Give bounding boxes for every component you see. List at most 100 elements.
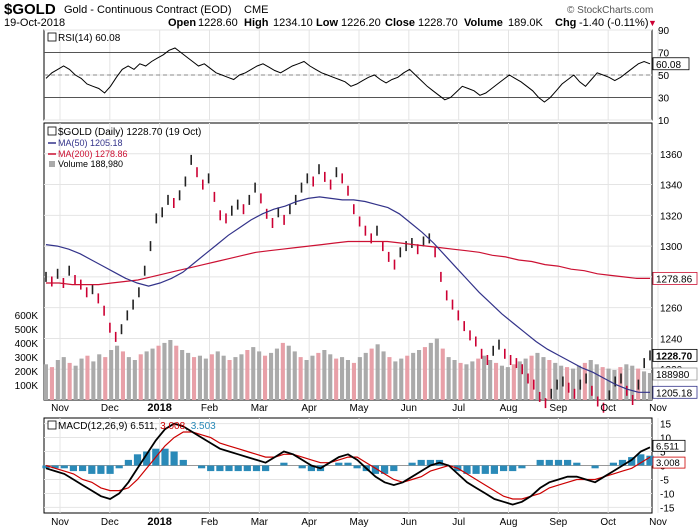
volume-bar — [97, 354, 102, 400]
macd-histogram-bar — [472, 465, 480, 474]
volume-bar — [588, 360, 593, 400]
symbol-title: $GOLD — [4, 1, 56, 18]
series-lines — [42, 47, 654, 506]
volume-bar — [263, 355, 268, 400]
open-value: 1228.60 — [198, 17, 238, 29]
volume-tick-label: 100K — [15, 381, 39, 392]
x-tick-label: Sep — [549, 517, 567, 528]
volume-bar — [452, 360, 457, 400]
volume-bar — [647, 373, 652, 400]
volume-bar — [393, 361, 398, 400]
volume-bar — [215, 351, 220, 400]
macd-histogram-bar — [79, 465, 87, 472]
rsi-tick-label: 90 — [658, 26, 670, 37]
macd-histogram-bar — [243, 465, 251, 472]
volume-tick-label: 400K — [15, 339, 39, 350]
volume-bar — [630, 365, 635, 400]
price-legend: $GOLD (Daily) 1228.70 (19 Oct) — [58, 127, 201, 138]
macd-histogram-bar — [628, 457, 636, 466]
rsi-tick-label: 50 — [658, 71, 670, 82]
ma200-last-value-box — [652, 272, 698, 285]
x-tick-label: Nov — [51, 517, 69, 528]
volume-bar — [529, 355, 534, 400]
low-label: Low — [316, 17, 338, 29]
change-label: Chg — [555, 17, 576, 29]
volume-bar — [61, 357, 66, 400]
volume-bar — [233, 357, 238, 400]
volume-bar — [79, 358, 84, 400]
x-tick-label: Oct — [600, 403, 616, 414]
volume-tick-label: 200K — [15, 367, 39, 378]
macd-histogram-bar — [353, 465, 361, 469]
volume-bar — [126, 357, 131, 400]
x-tick-label: Feb — [201, 517, 219, 528]
volume-bar — [422, 347, 427, 400]
open-label: Open — [168, 17, 196, 29]
volume-bar — [322, 350, 327, 400]
volume-bar — [203, 358, 208, 400]
volume-bar — [91, 361, 96, 400]
volume-value: 189.0K — [508, 17, 544, 29]
volume-bar — [345, 360, 350, 400]
macd-histogram-bar — [198, 465, 206, 469]
instrument-name: Gold - Continuous Contract (EOD) — [64, 4, 232, 16]
macd-histogram-bar — [307, 465, 315, 472]
macd-tick-label: 10 — [660, 434, 672, 445]
close-label: Close — [385, 17, 415, 29]
volume-bar — [499, 365, 504, 400]
ma200-last-value: 1278.86 — [656, 274, 693, 285]
volume-bar — [209, 354, 214, 400]
macd-histogram-bar — [518, 465, 526, 469]
volume-bar — [316, 352, 321, 400]
change-value: -1.40 (-0.11%) — [579, 17, 649, 29]
volume-bar — [73, 365, 78, 400]
volume-bar — [624, 364, 629, 400]
volume-bar — [381, 351, 386, 400]
volume-bar — [132, 360, 137, 400]
volume-last-value-box — [652, 367, 698, 381]
ma50-last-value-box — [652, 385, 698, 399]
volume-bar — [511, 364, 516, 400]
macd-histogram-bar — [88, 465, 96, 474]
volume-bar — [310, 355, 315, 400]
volume-bar — [399, 358, 404, 400]
macd-histogram-bar — [298, 465, 306, 469]
x-tick-label: Nov — [649, 517, 667, 528]
macd-histogram-bar — [335, 462, 343, 466]
volume-bar — [162, 342, 167, 400]
x-tick-label: Aug — [500, 517, 518, 528]
rsi-tick-label: 30 — [658, 94, 670, 105]
macd-histogram-bar — [481, 465, 489, 474]
volume-bar — [600, 367, 605, 400]
macd-histogram-bar — [207, 465, 215, 472]
x-tick-label: Mar — [251, 403, 269, 414]
volume-bar — [156, 345, 161, 400]
volume-bar — [115, 345, 120, 400]
macd-legend-value: 6.511 — [130, 421, 155, 432]
volume-bar — [440, 348, 445, 400]
volume-bar — [221, 355, 226, 400]
volume-bar — [369, 348, 374, 400]
x-tick-label: Oct — [600, 517, 616, 528]
volume-bar — [67, 362, 72, 400]
close-value: 1228.70 — [418, 17, 458, 29]
x-tick-label: 2018 — [147, 402, 171, 414]
volume-bar — [286, 345, 291, 400]
volume-bar — [571, 368, 576, 400]
macd-tick-label: -10 — [660, 489, 675, 500]
volume-bar — [470, 361, 475, 400]
ma50-line — [45, 196, 650, 393]
rsi-legend-swatch — [47, 32, 57, 42]
macd-histogram-bar — [564, 459, 572, 466]
axis-labels: Nov Nov Dec Dec 2018 2018 Feb Feb Mar Mar Apr Apr Ma… — [15, 26, 698, 528]
volume-legend: Volume 188,980 — [58, 159, 123, 169]
volume-bar — [197, 355, 202, 400]
volume-bar — [582, 362, 587, 400]
volume-bar — [523, 358, 528, 400]
volume-bar — [192, 357, 197, 400]
volume-bar — [239, 354, 244, 400]
volume-tick-label: 300K — [15, 353, 39, 364]
macd-histogram-bar — [408, 462, 416, 466]
macd-histogram-bar — [490, 465, 498, 474]
